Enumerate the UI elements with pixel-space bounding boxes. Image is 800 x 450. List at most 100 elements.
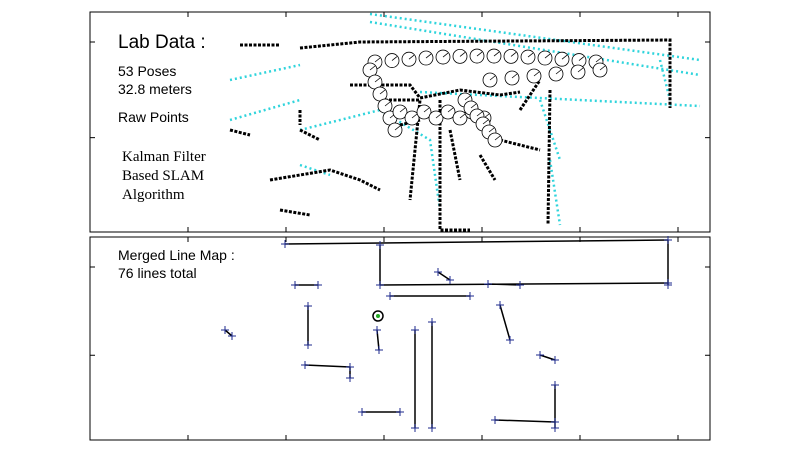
pose-heading [374,77,381,83]
pose-heading [533,71,540,77]
endpoint [396,408,404,416]
map-line [499,304,511,341]
endpoint [411,424,419,432]
pose-heading [476,111,483,117]
endpoint [228,332,236,340]
pose-heading [391,56,398,61]
robot-marker-center [376,314,380,318]
endpoint [304,341,312,349]
endpoint [358,408,366,416]
pose-heading [425,53,432,59]
pose-heading [544,53,551,59]
endpoint [373,326,381,334]
endpoint [428,424,436,432]
pose-count: 53 Poses [118,63,176,79]
pose-heading [470,103,477,109]
legend-label: Raw Points [118,109,189,125]
pose-heading [555,69,562,75]
endpoint [376,281,384,289]
map-line [379,282,669,286]
pose-heading [488,127,495,133]
pose-heading [464,95,471,101]
pose-heading [482,119,489,125]
endpoint [551,418,559,426]
endpoint [466,292,474,300]
map-line [284,239,669,245]
map-line [304,364,351,368]
endpoint [304,302,312,310]
pose-heading [374,57,381,63]
pose-heading [435,113,442,119]
method-line: Algorithm [122,187,185,203]
pose-heading [408,54,415,60]
map-line [224,329,233,337]
endpoint [506,336,514,344]
endpoint [664,236,672,244]
endpoint [551,356,559,364]
endpoint [376,241,384,249]
map-line [487,283,521,286]
map-line [539,354,556,361]
endpoint [314,281,322,289]
pose-heading [561,54,568,60]
endpoint [664,279,672,287]
pose-heading [510,52,517,57]
pose-heading [577,67,584,73]
panel-frame [89,236,711,441]
axis-ticks [89,12,710,440]
endpoint [346,374,354,382]
pose-heading [369,65,376,71]
pose-heading [489,75,496,81]
pose-heading [459,52,466,57]
pose-heading [394,125,401,131]
endpoint [281,240,289,248]
endpoint [536,351,544,359]
pose-heading [599,65,606,71]
raw-points-black [229,38,672,232]
endpoint [291,281,299,289]
pose-heading [423,107,430,113]
map-line [494,419,556,423]
endpoint [491,416,499,424]
method-line: Kalman Filter [122,149,206,165]
bottom-panel: Merged Line Map : 76 lines total [89,236,711,441]
pose-heading [527,52,534,58]
endpoint [484,280,492,288]
endpoint [301,361,309,369]
endpoint [446,276,454,284]
top-panel: Lab Data : 53 Poses 32.8 meters Raw Poin… [89,11,711,233]
pose-heading [459,113,466,119]
line-count: 76 lines total [118,265,197,281]
pose-heading [476,51,483,57]
endpoint [411,326,419,334]
endpoint [386,292,394,300]
method-line: Based SLAM [122,168,204,184]
pose-heading [494,135,501,141]
panel-title: Merged Line Map : [118,247,235,263]
endpoint [516,281,524,289]
pose-heading [379,89,386,95]
pose-heading [442,52,449,58]
pose-heading [384,101,391,107]
pose-heading [411,113,418,119]
pose-heading [493,51,500,57]
pose-markers [362,48,608,148]
panel-frame [89,11,711,233]
endpoint [434,268,442,276]
endpoint [551,381,559,389]
endpoint [496,301,504,309]
pose-heading [447,107,454,113]
line-segments [221,236,672,432]
panel-title: Lab Data : [118,32,206,53]
pose-heading [595,57,602,63]
endpoint [221,326,229,334]
pose-heading [511,73,518,79]
pose-heading [578,56,585,61]
endpoint [428,318,436,326]
distance: 32.8 meters [118,81,192,97]
map-line [437,271,451,281]
endpoint [346,363,354,371]
pose-heading [399,107,406,113]
endpoint [375,346,383,354]
